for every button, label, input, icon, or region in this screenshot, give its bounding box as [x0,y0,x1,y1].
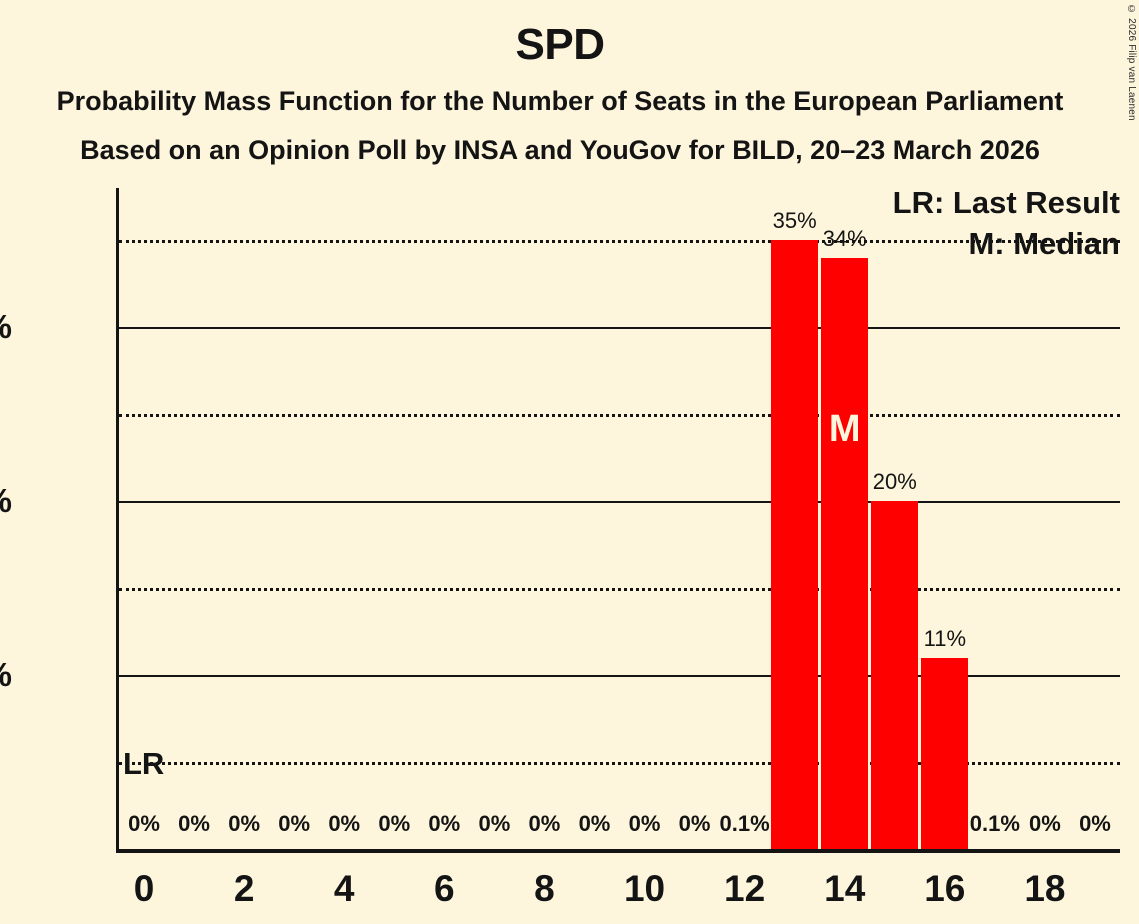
chart-subtitle-source: Based on an Opinion Poll by INSA and You… [80,135,1040,165]
y-axis-line [116,188,119,853]
bar [921,657,969,849]
bar-value-label: 0% [1029,811,1061,836]
bar [821,257,869,849]
bar-value-label: 0.1% [719,811,770,836]
bar-value-label: 11% [923,625,967,651]
x-tick-label: 18 [1024,868,1066,909]
chart-title: SPD [515,20,605,69]
gridline-major [119,501,1120,504]
bar-value-label: 34% [822,225,867,251]
x-tick-label: 8 [534,868,555,909]
gridline-major [119,675,1120,678]
bar-value-label: 0% [478,811,511,836]
bar [771,240,819,849]
bar-value-label: 0% [428,811,461,836]
x-tick-label: 0 [133,868,155,909]
y-tick-label: 10% [0,656,12,694]
bar-value-label: 0% [128,811,160,836]
x-tick-label: 2 [233,868,255,909]
marker-last-result: LR [123,746,165,782]
legend-median: M: Median [968,226,1120,261]
x-tick-label: 14 [824,868,866,909]
bar-value-label: 0% [378,811,411,836]
gridline-minor [119,414,1120,418]
bar-value-label: 0% [1079,811,1111,836]
x-tick-label: 4 [333,868,355,909]
x-axis-line [116,849,1120,853]
plot-area: LR M [116,188,1120,853]
y-tick-label: 30% [0,308,12,346]
bar-value-label: 0.1% [969,811,1020,836]
bar [871,501,919,849]
chart-subtitle-primary: Probability Mass Function for the Number… [56,86,1064,116]
bar-value-label: 0% [578,811,611,836]
y-tick-label: 20% [0,482,12,520]
gridline-major [119,327,1120,330]
marker-median: M [828,407,861,450]
bar-value-label: 0% [178,811,210,836]
x-tick-label: 12 [724,868,766,909]
copyright-notice: © 2026 Filip van Laenen [1126,4,1137,121]
gridline-minor [119,240,1120,244]
gridline-minor [119,588,1120,592]
bar-value-label: 35% [772,208,817,234]
bar-value-label: 0% [628,811,661,836]
x-tick-label: 6 [434,868,455,909]
legend-last-result: LR: Last Result [892,185,1120,220]
gridline-minor [119,762,1120,766]
x-tick-label: 10 [623,868,666,909]
bar-value-label: 0% [528,811,561,836]
x-tick-label: 16 [924,868,966,909]
bar-value-label: 0% [228,811,261,836]
bar-value-label: 0% [678,811,711,836]
bar-value-label: 0% [328,811,361,836]
bar-value-label: 20% [872,469,917,495]
bar-value-label: 0% [278,811,311,836]
